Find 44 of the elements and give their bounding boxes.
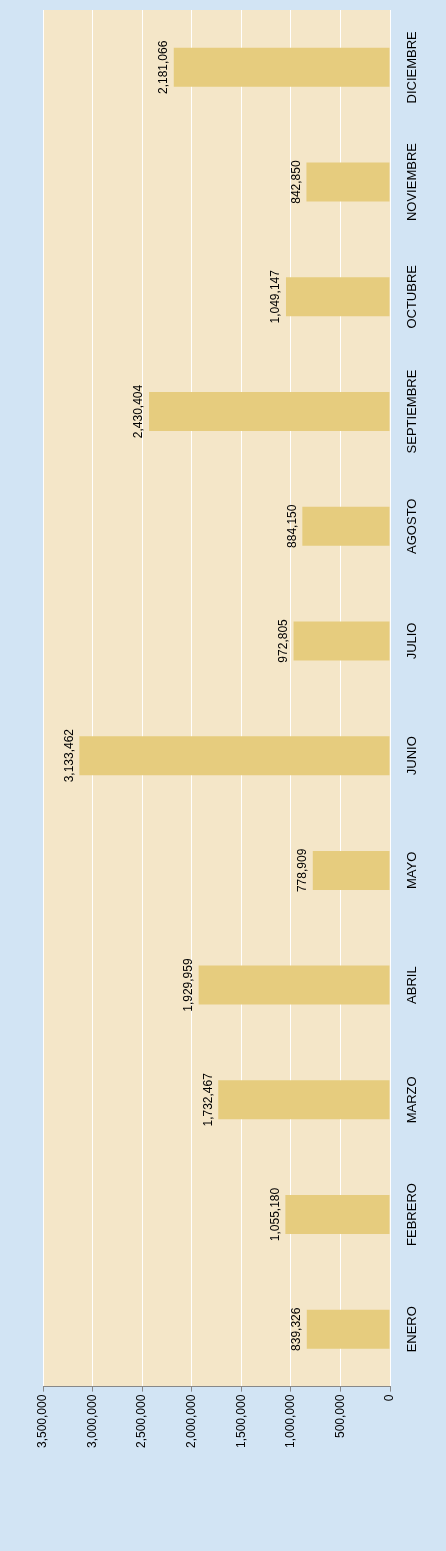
data-label: 2,181,066 [156, 40, 171, 95]
x-tick-label: 3,000,000 [84, 1394, 99, 1449]
bar [285, 1195, 390, 1235]
x-tick-label: 0 [382, 1394, 397, 1402]
data-label: 3,133,462 [61, 728, 76, 783]
y-tick-label: FEBRERO [403, 1183, 419, 1246]
y-tick-label: AGOSTO [403, 498, 419, 554]
data-label: 1,055,180 [267, 1187, 282, 1242]
data-label: 839,326 [289, 1307, 304, 1351]
data-label: 1,929,959 [180, 958, 195, 1012]
y-tick-label: SEPTIEMBRE [403, 369, 419, 454]
data-label: 884,150 [284, 504, 299, 548]
data-label: 842,850 [288, 160, 303, 204]
x-tick-label: 2,500,000 [134, 1394, 149, 1449]
y-tick-label: JULIO [403, 622, 419, 660]
data-label: 778,909 [295, 848, 310, 893]
x-tick-label: 1,500,000 [233, 1394, 248, 1449]
bar [79, 736, 390, 776]
x-tick-label: 500,000 [332, 1394, 347, 1439]
bar [285, 277, 390, 317]
y-tick-label: JUNIO [403, 736, 419, 776]
x-tick-label: 3,500,000 [35, 1394, 50, 1449]
bar [198, 965, 390, 1005]
data-label: 1,732,467 [200, 1072, 215, 1127]
bar [306, 1309, 390, 1349]
y-tick-label: OCTUBRE [403, 264, 419, 329]
bar [312, 850, 390, 890]
bar [218, 1080, 390, 1120]
y-tick-label: ABRIL [403, 966, 419, 1004]
bar [306, 162, 390, 202]
y-tick-label: DICIEMBRE [403, 30, 419, 104]
y-tick-label: MAYO [403, 851, 419, 890]
y-tick-label: MARZO [403, 1076, 419, 1124]
data-label: 2,430,404 [131, 384, 146, 439]
bar [173, 47, 390, 87]
bar [302, 506, 390, 546]
x-tick-label: 1,000,000 [283, 1394, 298, 1449]
y-tick-label: NOVIEMBRE [403, 142, 419, 222]
data-label: 1,049,147 [268, 269, 283, 324]
data-label: 972,805 [275, 618, 290, 663]
x-tick-label: 2,000,000 [184, 1394, 199, 1449]
y-tick-label: ENERO [403, 1306, 419, 1353]
bar [149, 392, 390, 432]
bar [293, 621, 390, 661]
